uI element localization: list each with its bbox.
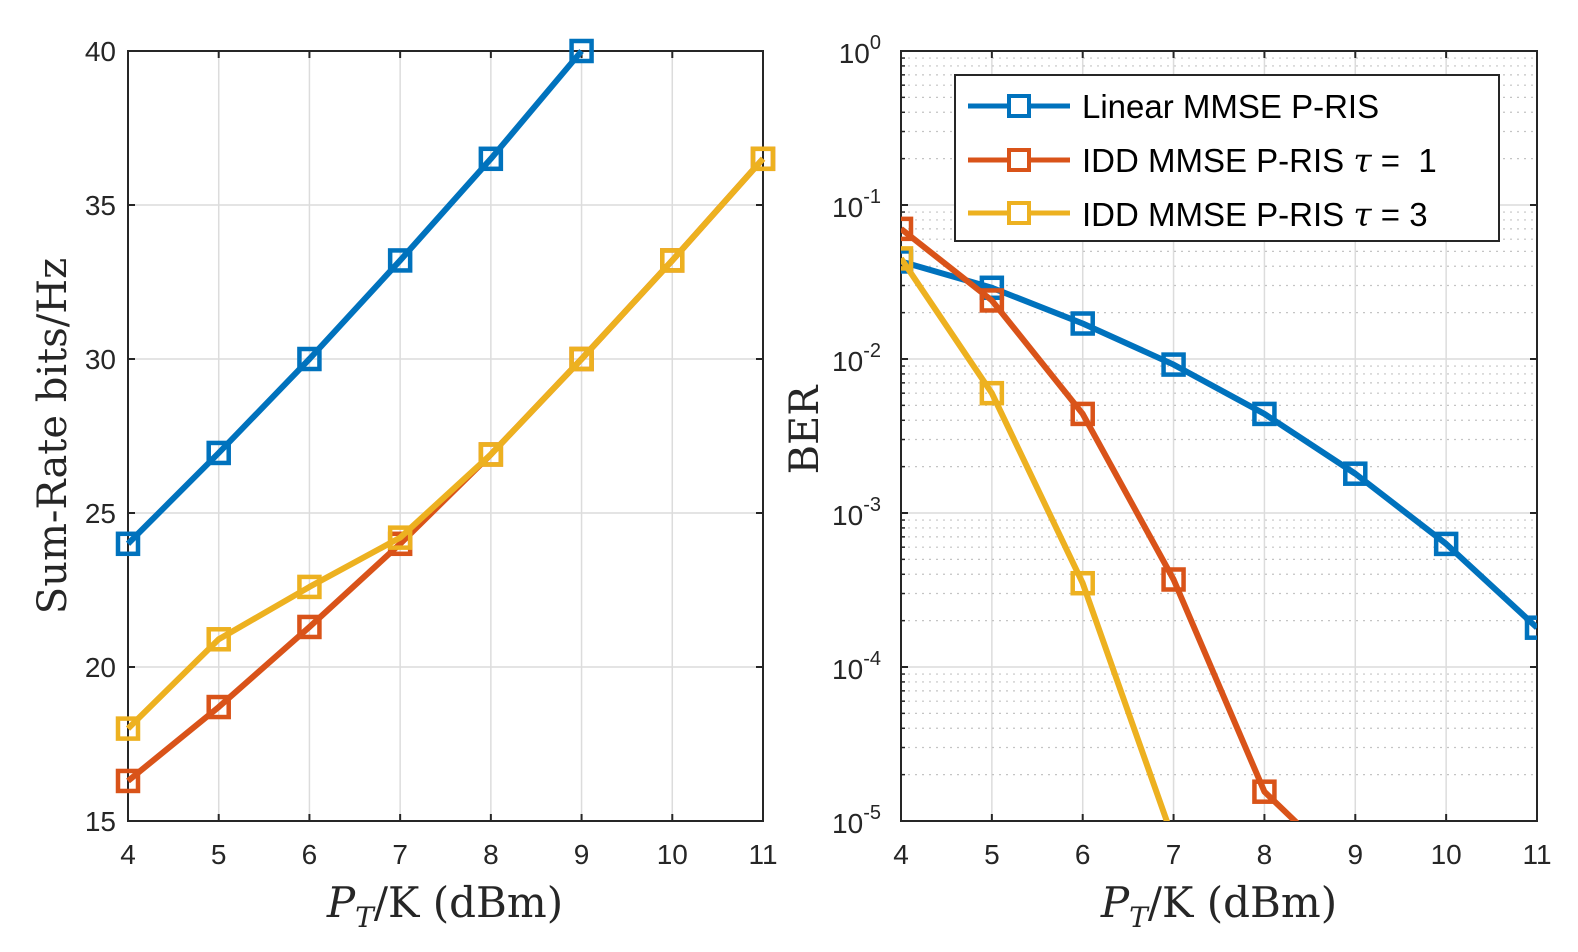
legend-entry-linear: Linear MMSE P-RIS (968, 88, 1379, 125)
right-x-axis-label: PT/K (dBm) (1100, 878, 1337, 934)
right-series-marker-2 (1070, 570, 1095, 596)
left-series-marker-2 (387, 525, 413, 550)
right-y-tick-label: 10-5 (832, 802, 881, 839)
left-y-axis-label: Sum-Rate bits/Hz (30, 258, 76, 614)
left-series-marker-0 (115, 531, 141, 557)
right-x-tick-label: 5 (984, 839, 1000, 870)
right-x-tick-label: 6 (1075, 839, 1091, 870)
legend-entry-idd-tau1: IDD MMSE P-RIS τ = 1 (968, 141, 1437, 180)
right-series (901, 216, 1537, 821)
left-series-marker-0 (297, 346, 322, 372)
right-x-tick-label: 9 (1347, 839, 1363, 870)
ber-chart: 4 5 6 7 8 9 10 11 100 10-1 10-2 10-3 10-4 10-5 PT/K … (782, 32, 1552, 934)
left-series-line-0 (125, 49, 584, 546)
left-series-marker-1 (297, 614, 322, 640)
left-x-tick-label: 4 (120, 839, 136, 870)
left-series-marker-0 (569, 38, 594, 64)
right-x-tick-label: 10 (1431, 839, 1462, 870)
left-series-marker-0 (206, 440, 231, 466)
left-x-tick-label: 8 (483, 839, 499, 870)
right-y-tick-label: 10-4 (832, 648, 881, 685)
left-axes-frame (127, 50, 764, 822)
left-series-marker-0 (478, 146, 504, 172)
legend-label-linear: Linear MMSE P-RIS (1082, 88, 1379, 125)
left-x-tick-label: 10 (657, 839, 688, 870)
right-series-marker-0 (1070, 311, 1095, 336)
legend-label-idd-tau3: IDD MMSE P-RIS τ = 3 (1082, 195, 1428, 234)
left-y-tick-label: 15 (85, 806, 116, 837)
left-x-axis-label: PT/K (dBm) (326, 878, 563, 934)
legend: Linear MMSE P-RIS IDD MMSE P-RIS τ = 1 I… (954, 74, 1500, 242)
left-y-tick-labels: 15 20 25 30 35 40 (85, 36, 116, 837)
left-series-marker-1 (115, 768, 141, 794)
left-y-tick-label: 25 (85, 498, 116, 529)
right-x-tick-label: 8 (1257, 839, 1273, 870)
right-y-tick-label: 100 (839, 32, 881, 69)
right-y-tick-label: 10-3 (832, 494, 881, 531)
right-tick-marks (900, 50, 1538, 822)
right-x-tick-label: 11 (1522, 839, 1551, 870)
right-x-tick-label: 4 (893, 839, 909, 870)
left-series-marker-2 (115, 716, 141, 741)
right-series-marker-0 (1252, 401, 1277, 427)
right-series-marker-2 (979, 380, 1005, 406)
right-series-marker-2 (901, 246, 914, 271)
right-x-tick-labels: 4 5 6 7 8 9 10 11 (893, 839, 1551, 870)
legend-entry-idd-tau3: IDD MMSE P-RIS τ = 3 (968, 195, 1428, 234)
right-series-line-0 (901, 258, 1537, 630)
left-x-tick-label: 5 (211, 839, 227, 870)
left-series-marker-2 (750, 146, 776, 172)
legend-label-idd-tau1: IDD MMSE P-RIS τ = 1 (1082, 141, 1437, 180)
left-series-marker-2 (569, 346, 594, 372)
right-y-tick-labels: 100 10-1 10-2 10-3 10-4 10-5 (832, 32, 881, 839)
right-series-marker-1 (1161, 567, 1186, 592)
right-y-axis-label: BER (782, 384, 828, 475)
legend-marker-idd-tau3 (1007, 201, 1031, 225)
left-series-line-2 (125, 156, 766, 731)
right-x-tick-label: 7 (1166, 839, 1182, 870)
left-series-marker-2 (660, 248, 685, 273)
left-grid (128, 51, 763, 821)
right-series-marker-1 (1252, 779, 1277, 804)
left-series-marker-2 (206, 627, 231, 652)
left-series-marker-1 (206, 694, 231, 720)
left-series-marker-2 (478, 442, 504, 467)
right-axes-frame (900, 50, 1538, 822)
right-series-line-1 (901, 226, 1300, 821)
left-x-tick-label: 11 (748, 839, 777, 870)
right-series-line-2 (901, 256, 1170, 821)
left-series-marker-2 (297, 574, 322, 600)
right-series-marker-1 (979, 288, 1005, 313)
right-series-marker-0 (1433, 531, 1459, 557)
left-x-tick-label: 6 (302, 839, 318, 870)
right-series-marker-1 (1070, 401, 1095, 427)
left-series (115, 38, 776, 794)
legend-marker-linear (1007, 94, 1031, 118)
left-y-tick-label: 30 (85, 344, 116, 375)
right-y-tick-label: 10-2 (832, 340, 881, 377)
left-y-tick-label: 40 (85, 36, 116, 67)
left-x-tick-label: 9 (574, 839, 590, 870)
right-series-marker-0 (1343, 461, 1368, 486)
legend-marker-idd-tau1 (1007, 148, 1031, 172)
left-series-marker-0 (387, 248, 413, 273)
right-series-marker-0 (1524, 615, 1537, 640)
left-x-tick-labels: 4 5 6 7 8 9 10 11 (120, 839, 777, 870)
sum-rate-chart: 4 5 6 7 8 9 10 11 15 20 25 30 35 40 PT/K (dBm) Sum-R… (30, 36, 778, 934)
left-x-tick-label: 7 (392, 839, 408, 870)
left-y-tick-label: 35 (85, 190, 116, 221)
right-grid (901, 51, 1537, 821)
right-series-marker-0 (1161, 352, 1186, 377)
left-y-tick-label: 20 (85, 652, 116, 683)
right-y-tick-label: 10-1 (832, 186, 881, 223)
right-series-marker-1 (901, 216, 914, 242)
